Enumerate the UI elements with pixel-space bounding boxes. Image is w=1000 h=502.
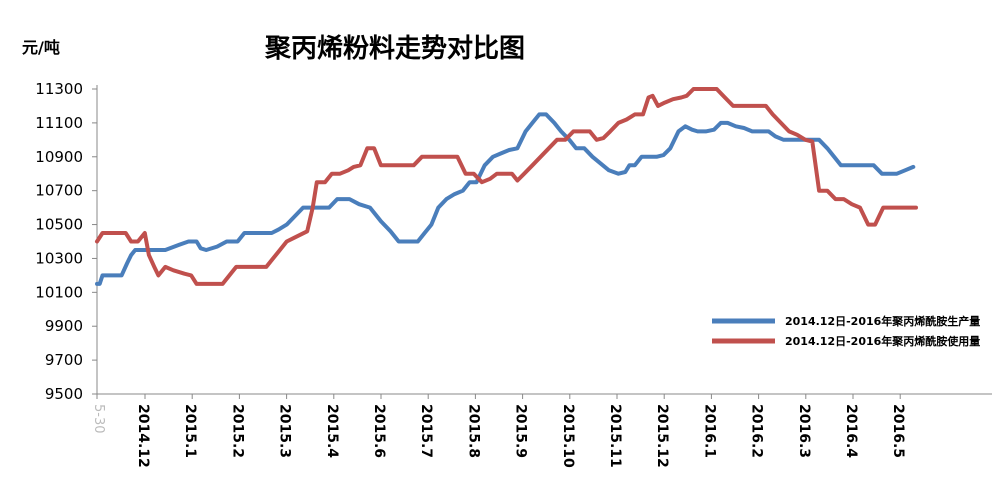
x-tick-label: 2015.1 <box>182 404 198 458</box>
x-tick-label: 2015.2 <box>229 404 245 458</box>
x-tick-label: 2015.8 <box>465 404 481 458</box>
x-tick-label: 2015.6 <box>371 404 387 458</box>
y-tick-label: 10300 <box>35 249 83 267</box>
y-unit-label: 元/吨 <box>22 38 60 57</box>
x-tick-label: 2015.9 <box>513 404 529 458</box>
x-tick-label: 2015.4 <box>324 404 340 458</box>
y-tick-label: 10500 <box>35 216 83 234</box>
x-tick-label: 2016.5 <box>890 404 906 458</box>
chart-title: 聚丙烯粉料走势对比图 <box>265 34 526 64</box>
legend-label-2: 2014.12日-2016年聚丙烯酰胺使用量 <box>785 334 980 348</box>
y-tick-label: 9700 <box>45 351 83 369</box>
y-tick-label: 9500 <box>45 385 83 403</box>
x-tick-label: 2015.12 <box>654 404 670 468</box>
y-tick-label: 10700 <box>35 182 83 200</box>
y-tick-label: 10100 <box>35 283 83 301</box>
y-tick-label: 10900 <box>35 148 83 166</box>
y-tick-label: 9900 <box>45 317 83 335</box>
x-tick-label: 2015.3 <box>277 404 293 458</box>
x-tick-label: 2015.10 <box>560 404 576 468</box>
x-tick-label: 2015.7 <box>418 404 434 458</box>
x-tick-label: 5-30 <box>91 404 106 434</box>
x-tick-label: 2016.3 <box>796 404 812 458</box>
x-tick-label: 2015.11 <box>607 404 623 468</box>
series-line-1 <box>95 112 916 286</box>
y-tick-label: 11300 <box>35 80 83 98</box>
y-tick-label: 11100 <box>35 114 83 132</box>
x-tick-label: 2014.12 <box>135 404 151 468</box>
legend-label-1: 2014.12日-2016年聚丙烯酰胺生产量 <box>785 314 980 328</box>
x-tick-label: 2016.2 <box>749 404 765 458</box>
x-tick-label: 2016.1 <box>701 404 717 458</box>
x-tick-label: 2016.4 <box>843 404 859 458</box>
series-line-2 <box>95 87 918 286</box>
